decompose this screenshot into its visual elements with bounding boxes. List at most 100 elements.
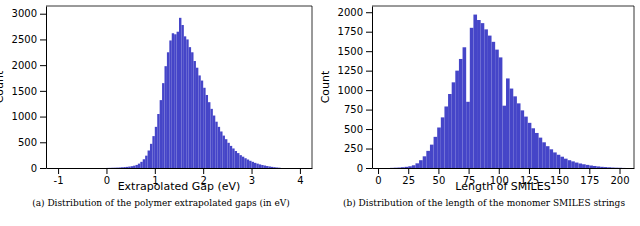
- bar: [597, 166, 601, 168]
- bar: [266, 166, 268, 168]
- y-tick-mark: [366, 12, 372, 13]
- y-tick: 500: [18, 137, 46, 148]
- y-tick-label: 1500: [12, 86, 37, 97]
- y-tick: 1500: [12, 86, 46, 97]
- y-tick-mark: [40, 117, 46, 118]
- x-axis-line: [373, 168, 635, 169]
- bar: [455, 71, 459, 168]
- bar: [611, 167, 615, 168]
- bar: [452, 82, 456, 168]
- y-tick-label: 750: [344, 104, 363, 115]
- y-tick-mark: [366, 110, 372, 111]
- bar: [145, 156, 147, 168]
- bar: [444, 106, 448, 168]
- y-tick-label: 2000: [338, 7, 363, 18]
- bar: [114, 167, 116, 168]
- bar: [484, 29, 488, 168]
- x-tick-mark: [499, 168, 500, 174]
- bar: [571, 161, 575, 168]
- bar: [473, 15, 477, 168]
- bar: [128, 167, 130, 168]
- x-tick: 4: [297, 168, 303, 186]
- bar: [397, 167, 401, 168]
- bar: [408, 166, 412, 168]
- y-axis-title: Count: [319, 70, 332, 103]
- x-tick-label: 200: [610, 175, 629, 186]
- y-tick-mark: [40, 14, 46, 15]
- y-tick: 750: [344, 104, 372, 115]
- bar: [557, 155, 561, 168]
- bars: [390, 15, 625, 168]
- bar: [615, 167, 619, 168]
- x-tick-mark: [378, 168, 379, 174]
- y-tick: 250: [344, 143, 372, 154]
- bar: [434, 137, 438, 168]
- bar: [244, 158, 246, 168]
- y-tick-mark: [40, 91, 46, 92]
- y-tick-label: 0: [357, 163, 363, 174]
- x-tick-label: 4: [297, 175, 303, 186]
- frame: [46, 6, 312, 7]
- bar: [223, 136, 225, 168]
- bar: [549, 149, 553, 168]
- bar: [160, 100, 162, 168]
- x-tick: 0: [375, 168, 381, 186]
- bar: [196, 68, 198, 168]
- bar: [582, 164, 586, 168]
- bar: [256, 164, 258, 168]
- bar: [249, 161, 251, 168]
- bar: [177, 32, 179, 168]
- x-tick-label: 50: [433, 175, 446, 186]
- x-tick: 0: [104, 168, 110, 186]
- bar: [186, 39, 188, 168]
- bar: [208, 102, 210, 168]
- y-tick-label: 500: [344, 124, 363, 135]
- bar: [268, 166, 270, 168]
- y-tick-label: 1750: [338, 26, 363, 37]
- bar: [252, 162, 254, 168]
- bar: [119, 167, 121, 168]
- x-tick-label: 3: [249, 175, 255, 186]
- y-tick-label: 1500: [338, 46, 363, 57]
- y-tick-mark: [366, 90, 372, 91]
- bar: [495, 50, 499, 168]
- bar: [521, 110, 525, 168]
- bar: [225, 139, 227, 168]
- x-tick: 200: [610, 168, 629, 186]
- y-tick-mark: [366, 149, 372, 150]
- bar: [390, 167, 394, 168]
- x-tick-label: 0: [104, 175, 110, 186]
- x-tick-mark: [589, 168, 590, 174]
- x-tick: 150: [550, 168, 569, 186]
- bar: [237, 153, 239, 168]
- bar: [213, 116, 215, 168]
- y-tick-label: 2500: [12, 34, 37, 45]
- bar: [499, 57, 503, 168]
- x-tick-mark: [203, 168, 204, 174]
- bar: [164, 66, 166, 168]
- bar: [121, 167, 123, 168]
- y-tick-mark: [366, 71, 372, 72]
- y-tick-mark: [40, 65, 46, 66]
- y-tick: 1000: [12, 111, 46, 122]
- x-tick-mark: [469, 168, 470, 174]
- bar: [426, 151, 430, 168]
- y-tick: 0: [31, 163, 46, 174]
- y-tick-mark: [40, 168, 46, 169]
- y-tick: 2000: [338, 7, 372, 18]
- bar: [140, 162, 142, 168]
- x-tick-mark: [106, 168, 107, 174]
- y-tick-label: 2000: [12, 60, 37, 71]
- bar: [271, 167, 273, 168]
- bar: [191, 52, 193, 168]
- bar: [194, 61, 196, 168]
- bar: [201, 81, 203, 168]
- figure: -101234050010001500200025003000Extrapola…: [0, 0, 640, 226]
- bar: [510, 89, 514, 168]
- bar: [528, 123, 532, 168]
- frame: [372, 6, 634, 7]
- bar: [220, 131, 222, 168]
- bar: [152, 136, 154, 168]
- bar: [412, 165, 416, 168]
- y-tick: 2500: [12, 34, 46, 45]
